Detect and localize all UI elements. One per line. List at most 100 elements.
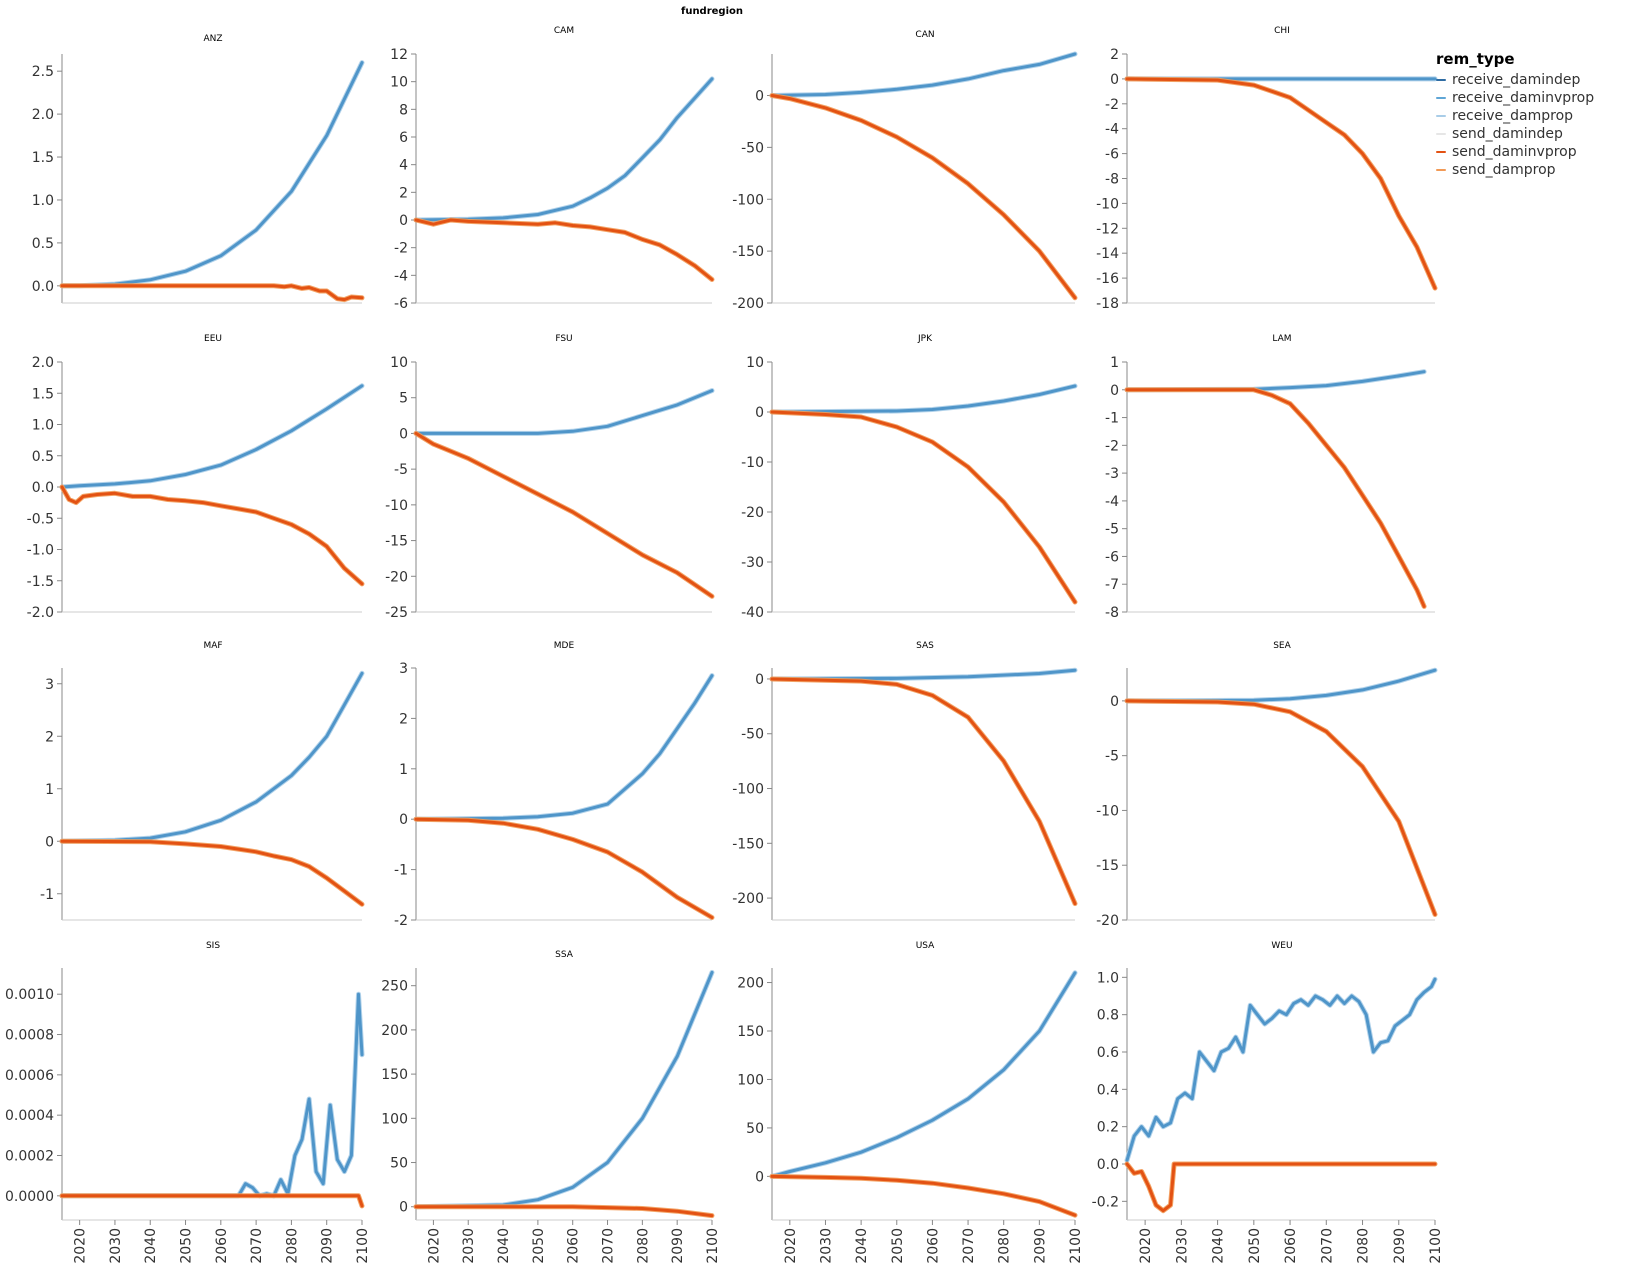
y-tick-label: -16: [1096, 271, 1119, 287]
y-tick-label: 100: [381, 1111, 408, 1127]
y-tick-label: 2: [45, 729, 54, 745]
series-line-send: [770, 1174, 1077, 1217]
y-tick-label: 0.2: [1097, 1120, 1119, 1136]
x-tick-label: 2020: [783, 1228, 799, 1264]
x-tick-label: 2050: [179, 1228, 195, 1264]
y-tick-label: -1.5: [27, 574, 54, 590]
x-tick-label: 2070: [601, 1228, 617, 1264]
y-tick-label: -2: [394, 241, 408, 257]
x-tick-label: 2100: [1428, 1228, 1444, 1264]
y-tick-label: 1: [45, 782, 54, 798]
y-tick-label: 6: [399, 130, 408, 146]
x-tick-label: 2080: [284, 1228, 300, 1264]
y-tick-label: 1.0: [1097, 970, 1119, 986]
series-band-send: [59, 1193, 365, 1209]
y-tick-label: 0.4: [1097, 1082, 1119, 1098]
y-tick-label: -1.0: [27, 543, 54, 559]
y-tick-label: -10: [1096, 803, 1119, 819]
panel-jpk: JPK -40 -30 -20 -10 0 10: [741, 334, 1078, 621]
y-tick-label: 250: [381, 979, 408, 995]
y-tick-label: -10: [741, 455, 764, 471]
series-line-send: [1125, 1162, 1437, 1213]
y-tick-label: 0.0: [32, 480, 54, 496]
series-line-send: [770, 94, 1077, 300]
series-line-send: [414, 218, 714, 281]
y-tick-label: -8: [1105, 605, 1119, 621]
panel-cam: CAM -6 -4 -2 0 2 4 6 8 10 12: [390, 26, 715, 312]
series-band-send: [769, 93, 1078, 301]
x-tick-label: 2080: [635, 1228, 651, 1264]
y-tick-label: -2: [1105, 438, 1119, 454]
series-band-send: [59, 484, 365, 587]
y-tick-label: -50: [741, 727, 764, 743]
y-tick-label: 0: [399, 812, 408, 828]
series-band-receive: [59, 60, 365, 289]
y-tick-label: 1.5: [32, 150, 54, 166]
panel-usa: USA 0 50 100 150 200 2020 2030 2040 2050 2060 2070 2…: [737, 941, 1084, 1264]
x-tick-label: 2050: [531, 1228, 547, 1264]
y-tick-label: 2: [399, 711, 408, 727]
legend-label: send_damindep: [1452, 126, 1563, 142]
y-tick-label: -5: [1105, 522, 1119, 538]
series-band-receive: [413, 76, 715, 223]
series-band-receive: [769, 51, 1078, 98]
panel-lam: LAM -8 -7 -6 -5 -4 -3 -2 -1 0 1: [1105, 334, 1435, 621]
panel-title: WEU: [1271, 941, 1292, 951]
series-line-send: [60, 284, 364, 302]
series-line-send: [770, 410, 1077, 604]
y-tick-label: 1.0: [32, 193, 54, 209]
y-tick-label: 8: [399, 102, 408, 118]
panel-title: LAM: [1272, 334, 1291, 344]
y-tick-label: -8: [1105, 172, 1119, 188]
y-tick-label: 4: [399, 158, 408, 174]
x-tick-label: 2020: [1138, 1228, 1154, 1264]
y-tick-label: 2.0: [32, 355, 54, 371]
x-tick-label: 2050: [890, 1228, 906, 1264]
y-tick-label: -50: [741, 140, 764, 156]
legend-swatch: [1436, 97, 1446, 99]
y-tick-label: -5: [394, 462, 408, 478]
series-band-receive: [413, 673, 715, 822]
y-tick-label: 0: [755, 672, 764, 688]
series-line-receive: [1125, 977, 1437, 1162]
x-tick-label: 2060: [925, 1228, 941, 1264]
legend-title: rem_type: [1436, 50, 1515, 68]
panel-title: USA: [916, 941, 935, 951]
x-tick-label: 2090: [1392, 1228, 1408, 1264]
y-tick-label: 3: [399, 661, 408, 677]
x-tick-label: 2090: [320, 1228, 336, 1264]
x-tick-label: 2070: [1319, 1228, 1335, 1264]
y-tick-label: 1: [1110, 355, 1119, 371]
y-tick-label: 0.0000: [5, 1189, 54, 1205]
panel-sas: SAS -200 -150 -100 -50 0: [732, 641, 1078, 921]
panel-title: CAM: [554, 26, 574, 36]
series-band-receive: [59, 383, 365, 490]
y-tick-label: -20: [741, 505, 764, 521]
y-tick-label: -200: [732, 296, 764, 312]
y-tick-label: 0.0008: [5, 1028, 54, 1044]
y-tick-label: -150: [732, 244, 764, 260]
y-tick-label: 10: [390, 75, 408, 91]
y-tick-label: 0: [755, 1169, 764, 1185]
y-tick-label: -10: [385, 498, 408, 514]
y-tick-label: 1.0: [32, 418, 54, 434]
y-tick-label: 2.0: [32, 107, 54, 123]
series-band-receive: [59, 670, 365, 844]
legend-label: send_daminvprop: [1452, 144, 1577, 160]
legend-label: receive_daminvprop: [1452, 90, 1595, 106]
series-line-send: [1125, 77, 1437, 290]
panel-title: JPK: [917, 334, 933, 344]
series-band-send: [769, 676, 1078, 907]
panels: ANZ0.00.51.01.52.02.5CAM-6-4-2024681012C…: [5, 26, 1444, 1264]
y-tick-label: 0: [399, 426, 408, 442]
legend-items: receive_damindep receive_daminvprop receiv…: [1436, 71, 1594, 179]
y-tick-label: -15: [385, 534, 408, 550]
y-tick-label: 2: [399, 185, 408, 201]
panel-title: ANZ: [203, 34, 222, 44]
series-band-receive: [413, 969, 715, 1210]
panel-ssa: SSA 0 50 100 150 200 250 2020 2030 2040 2050 2060 20…: [381, 950, 721, 1264]
x-tick-label: 2040: [1211, 1228, 1227, 1264]
y-tick-label: 1: [399, 762, 408, 778]
x-tick-label: 2030: [108, 1228, 124, 1264]
y-tick-label: -2.0: [27, 605, 54, 621]
